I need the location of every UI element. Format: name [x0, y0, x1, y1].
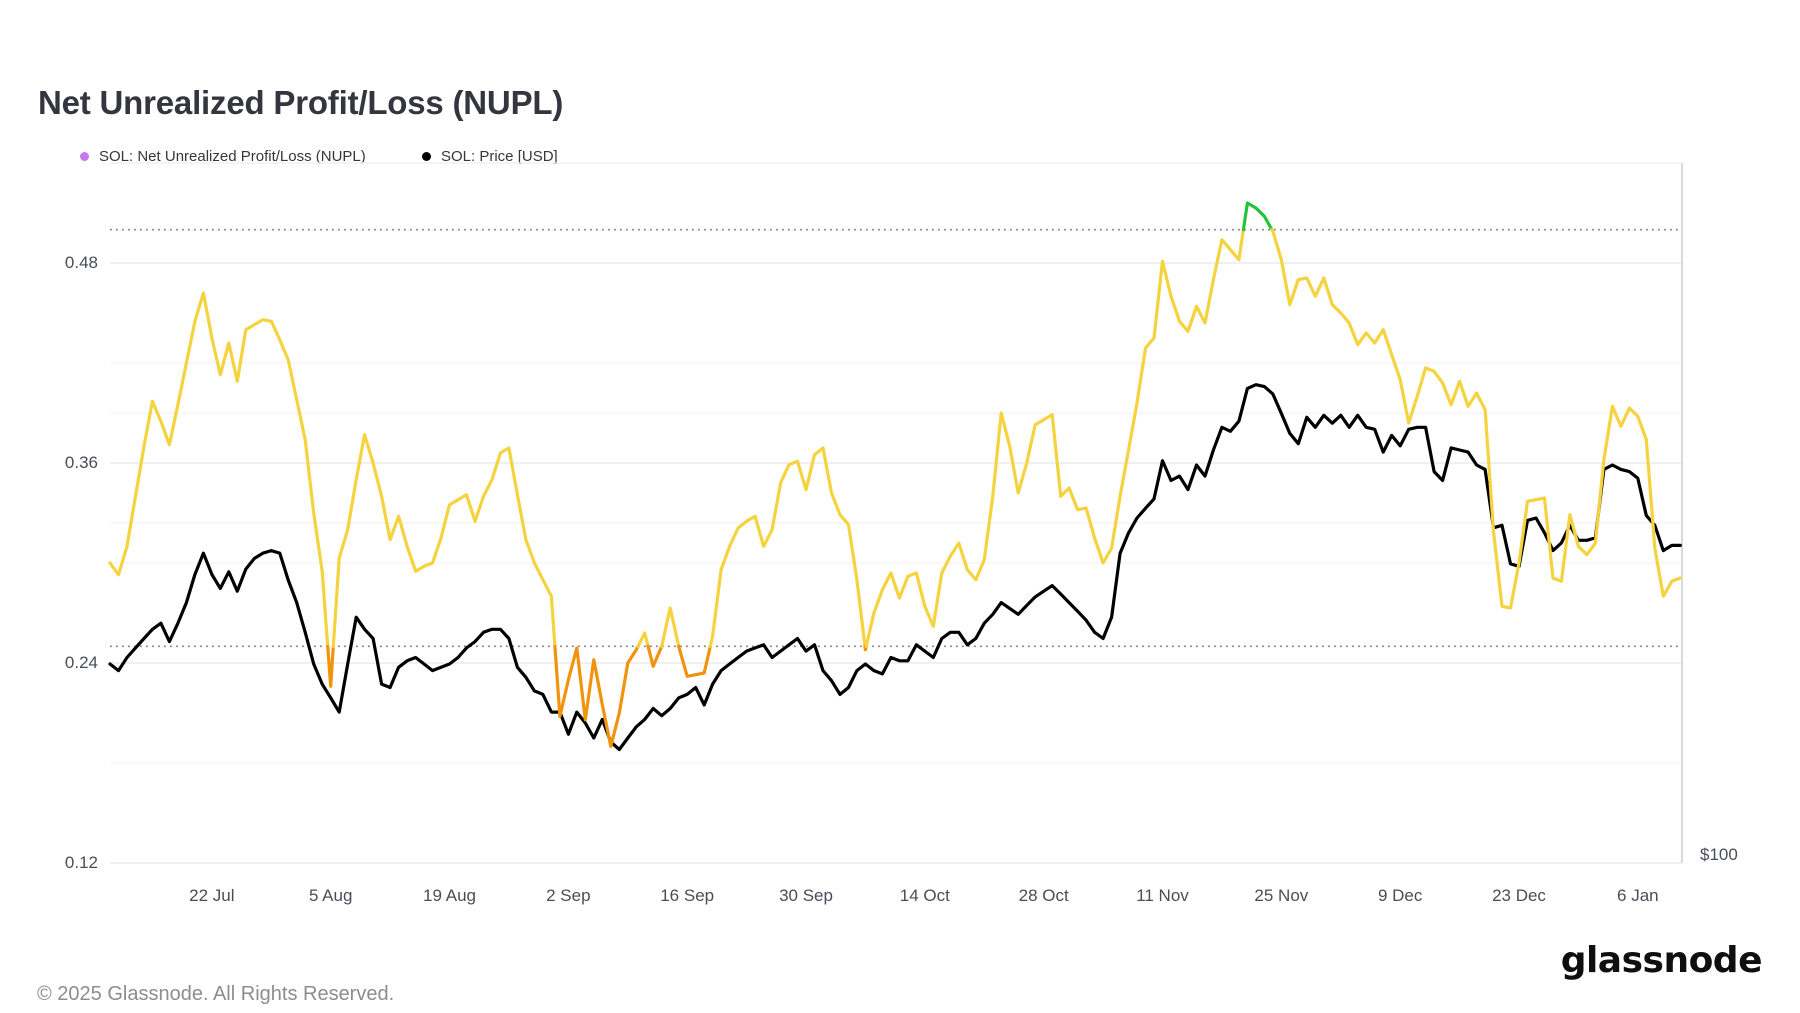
nupl-line-segment [864, 228, 1246, 648]
legend-item-price[interactable]: SOL: Price [USD] [422, 146, 558, 166]
nupl-line-segment [553, 644, 640, 748]
x-axis-tick-label: 22 Jul [189, 886, 235, 905]
nupl-line-segment [708, 446, 867, 648]
legend-dot-icon [422, 151, 431, 161]
nupl-line-segment [108, 291, 330, 648]
legend-label: SOL: Net Unrealized Profit/Loss (NUPL) [99, 147, 366, 165]
nupl-line-segment [677, 644, 712, 678]
legend-dot-icon [80, 151, 89, 161]
y-axis-tick-label: 0.48 [64, 253, 98, 272]
x-axis-tick-label: 11 Nov [1136, 886, 1189, 905]
x-axis-tick-label: 19 Aug [423, 886, 476, 905]
page-title: Net Unrealized Profit/Loss (NUPL) [38, 84, 564, 122]
nupl-line-segment [326, 644, 335, 688]
y-axis-tick-label: 0.24 [64, 653, 98, 672]
nupl-line-segment [636, 631, 650, 648]
legend-label: SOL: Price [USD] [441, 147, 558, 165]
x-axis-tick-label: 16 Sep [660, 886, 715, 905]
x-axis-tick-label: 25 Nov [1254, 886, 1309, 905]
x-axis-tick-label: 2 Sep [546, 886, 591, 905]
x-axis-tick-label: 23 Dec [1492, 886, 1546, 905]
x-axis-tick-label: 28 Oct [1018, 886, 1069, 905]
y-axis-tick-label: 0.36 [64, 453, 98, 472]
x-axis-tick-label: 6 Jan [1617, 886, 1659, 905]
nupl-line-segment [646, 644, 664, 668]
nupl-line-segment [660, 606, 681, 648]
right-axis-price-label: $100 [1700, 845, 1738, 864]
glassnode-logo: glassnode [1560, 940, 1763, 981]
price-line [108, 383, 1682, 752]
copyright-text: © 2025 Glassnode. All Rights Reserved. [37, 983, 395, 1005]
x-axis-tick-label: 9 Dec [1377, 886, 1423, 905]
x-axis-tick-label: 30 Sep [779, 886, 833, 905]
chart-legend: SOL: Net Unrealized Profit/Loss (NUPL) S… [0, 146, 1800, 166]
x-axis-tick-label: 14 Oct [899, 886, 950, 905]
nupl-line-segment [331, 433, 557, 648]
nupl-line-segment [1270, 228, 1682, 610]
nupl-line-segment [1241, 201, 1274, 232]
legend-item-nupl[interactable]: SOL: Net Unrealized Profit/Loss (NUPL) [80, 146, 366, 166]
x-axis-tick-label: 5 Aug [308, 886, 353, 905]
y-axis-tick-label: 0.12 [64, 853, 98, 872]
